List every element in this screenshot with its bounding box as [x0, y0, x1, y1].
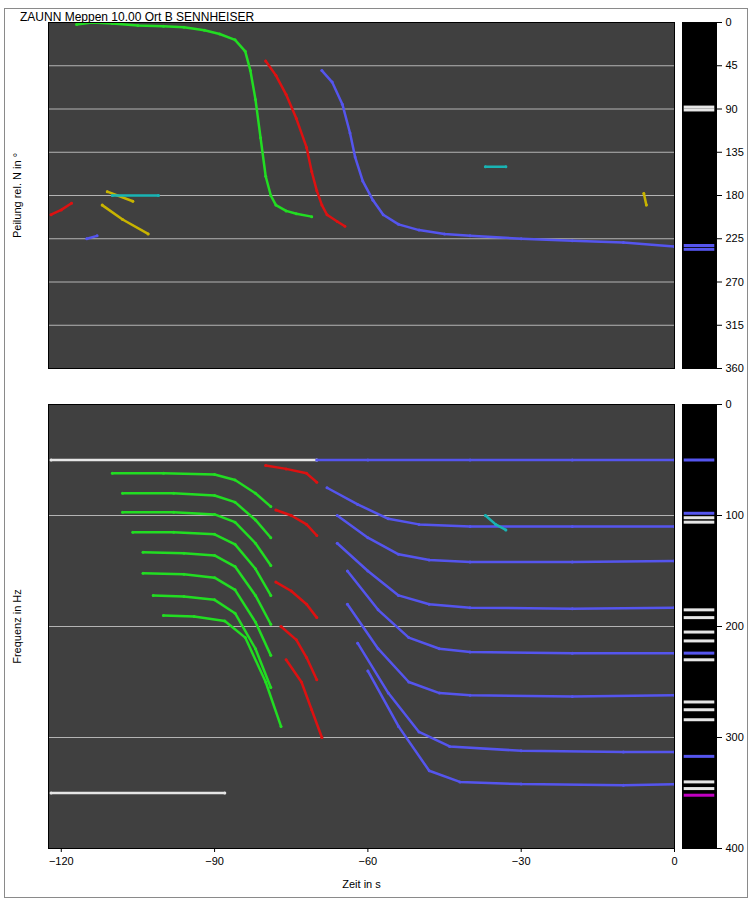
svg-text:−60: −60 [359, 855, 378, 867]
svg-text:100: 100 [726, 509, 744, 521]
svg-text:315: 315 [726, 319, 744, 331]
svg-text:300: 300 [726, 731, 744, 743]
svg-text:Peilung rel. N in °: Peilung rel. N in ° [11, 153, 23, 238]
svg-text:400: 400 [726, 842, 744, 854]
svg-text:180: 180 [726, 189, 744, 201]
svg-text:0: 0 [726, 398, 732, 410]
svg-text:0: 0 [726, 16, 732, 28]
svg-text:−30: −30 [512, 855, 531, 867]
svg-text:90: 90 [726, 103, 738, 115]
svg-text:−90: −90 [205, 855, 224, 867]
svg-text:135: 135 [726, 146, 744, 158]
svg-text:−120: −120 [49, 855, 74, 867]
svg-text:45: 45 [726, 59, 738, 71]
svg-text:Frequenz in Hz: Frequenz in Hz [11, 589, 23, 664]
svg-text:200: 200 [726, 620, 744, 632]
svg-text:360: 360 [726, 362, 744, 374]
html-text:ZAUNN Meppen 10.00 Ort B SENNH: ZAUNN Meppen 10.00 Ort B SENNHEISER [20, 10, 255, 24]
svg-text:0: 0 [671, 855, 677, 867]
svg-text:225: 225 [726, 232, 744, 244]
svg-text:Zeit in s: Zeit in s [342, 878, 381, 890]
svg-text:270: 270 [726, 276, 744, 288]
